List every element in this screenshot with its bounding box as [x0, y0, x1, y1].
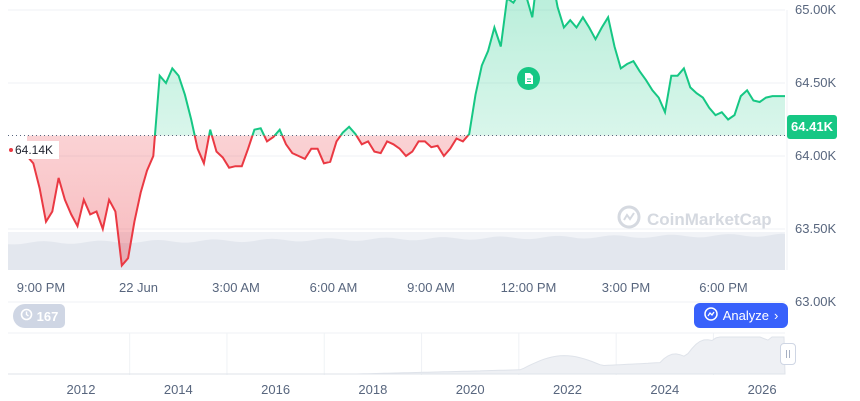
x-tick-label: 3:00 PM	[601, 280, 651, 295]
navigator-tick-label: 2014	[163, 382, 193, 397]
document-icon[interactable]	[517, 67, 540, 90]
navigator-tick-label: 2016	[261, 382, 291, 397]
x-tick-label: 6:00 PM	[699, 280, 748, 295]
y-tick-label: 65.00K	[795, 2, 837, 17]
history-count: 167	[36, 308, 59, 324]
x-tick-label: 9:00 PM	[16, 280, 66, 295]
price-line-below	[26, 135, 470, 268]
watermark: CoinMarketCap	[617, 205, 772, 234]
price-area-above	[154, 0, 785, 136]
current-price-tag: 64.41K	[787, 115, 837, 139]
navigator-tick-label: 2018	[358, 382, 388, 397]
history-icon	[20, 308, 33, 324]
watermark-text: CoinMarketCap	[647, 209, 772, 229]
y-tick-label: 64.00K	[795, 148, 837, 163]
analyze-label: Analyze	[722, 308, 769, 323]
y-tick-label: 64.50K	[795, 75, 837, 90]
x-tick-label: 6:00 AM	[309, 280, 358, 295]
y-tick-label: 63.00K	[795, 294, 837, 309]
price-line-above	[153, 0, 785, 136]
analyze-button[interactable]: Analyze ›	[694, 303, 788, 328]
navigator-tick-label: 2020	[455, 382, 485, 397]
x-tick-label: 9:00 AM	[407, 280, 455, 295]
x-tick-label: 3:00 AM	[212, 280, 260, 295]
coinmarketcap-logo-icon	[617, 205, 641, 234]
navigator-handle[interactable]	[780, 343, 796, 365]
analyze-icon	[703, 307, 718, 324]
x-tick-label: 22 Jun	[118, 280, 159, 295]
y-tick-label: 63.50K	[795, 221, 837, 236]
x-tick-label: 12:00 PM	[500, 280, 557, 295]
navigator-tick-label: 2024	[650, 382, 680, 397]
price-area-below	[27, 135, 785, 266]
navigator-tick-label: 2022	[553, 382, 582, 397]
volume-profile	[8, 233, 785, 270]
navigator-tick-label: 2012	[66, 382, 96, 397]
reference-price-label: 64.14K	[7, 141, 60, 159]
chevron-right-icon: ›	[773, 308, 779, 323]
history-button[interactable]: 167	[13, 304, 65, 328]
navigator-history-area	[8, 336, 786, 375]
navigator-tick-label: 2026	[747, 382, 777, 397]
